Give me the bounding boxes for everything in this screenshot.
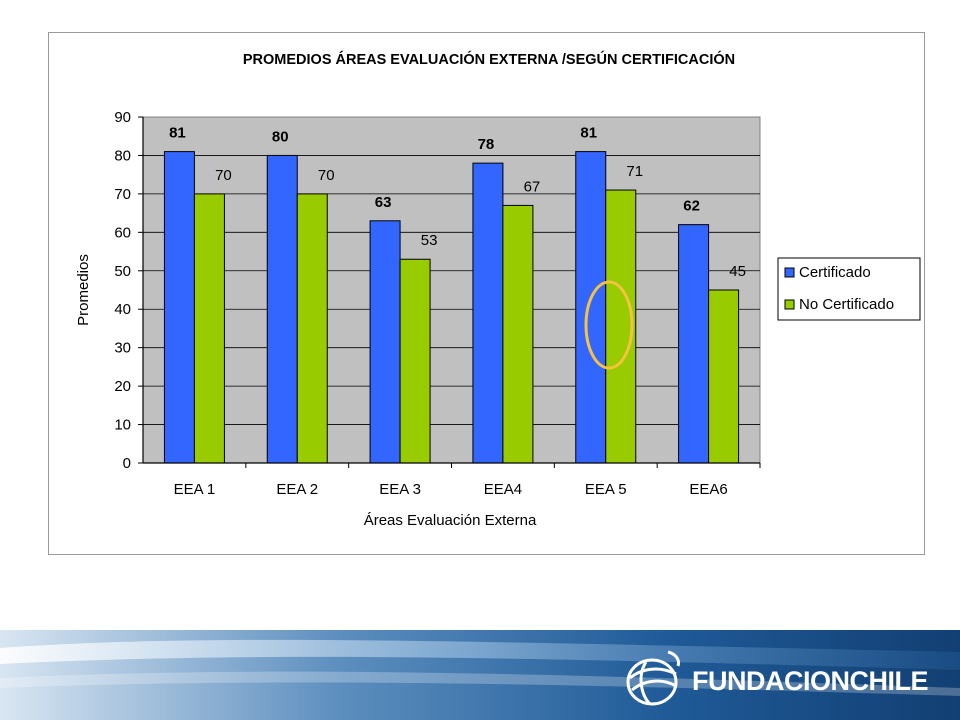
x-tick-label: EEA 3	[379, 481, 421, 498]
data-label-certificado: 62	[683, 198, 700, 215]
data-label-no-certificado: 45	[729, 263, 746, 280]
bar-certificado	[472, 162, 504, 464]
x-axis-label: Áreas Evaluación Externa	[364, 512, 537, 529]
globe-icon	[626, 650, 680, 706]
data-label-no-certificado: 67	[524, 178, 541, 195]
y-tick-label: 20	[114, 378, 131, 395]
y-tick-label: 30	[114, 340, 131, 357]
data-label-certificado: 63	[375, 194, 392, 211]
chart-title: PROMEDIOS ÁREAS EVALUACIÓN EXTERNA /SEGÚ…	[243, 50, 735, 68]
bar-no-certificado	[296, 193, 328, 464]
data-label-certificado: 78	[478, 136, 495, 153]
x-tick-label: EEA 5	[585, 481, 627, 498]
logo-text: FUNDACIONCHILE	[692, 666, 929, 696]
y-tick-label: 60	[114, 224, 131, 241]
highlight-ellipse	[584, 280, 634, 370]
y-tick-label: 70	[114, 186, 131, 203]
x-tick-label: EEA 2	[276, 481, 318, 498]
fundacionchile-logo: FUNDACIONCHILE	[620, 650, 929, 710]
legend: Certificado No Certificado	[777, 257, 921, 321]
bar-certificado	[369, 220, 401, 464]
bar-no-certificado	[502, 204, 534, 464]
y-tick-label: 10	[114, 417, 131, 434]
data-label-no-certificado: 70	[215, 167, 232, 184]
legend-swatch-no-certificado	[784, 299, 795, 310]
legend-label-certificado: Certificado	[799, 264, 871, 281]
footer-band	[0, 630, 960, 720]
legend-box	[777, 257, 921, 321]
plot-area	[142, 116, 761, 464]
bar-certificado	[163, 151, 195, 464]
bar-no-certificado	[708, 289, 740, 464]
x-tick-label: EEA 1	[174, 481, 216, 498]
data-label-certificado: 81	[169, 125, 186, 142]
grid-layer	[143, 155, 760, 425]
bar-certificado	[678, 224, 710, 464]
y-tick-label: 80	[114, 147, 131, 164]
bar-certificado	[575, 151, 607, 464]
data-label-no-certificado: 70	[318, 167, 335, 184]
data-label-no-certificado: 71	[626, 163, 643, 180]
x-tick-label: EEA4	[484, 481, 522, 498]
data-label-certificado: 80	[272, 128, 289, 145]
y-tick-label: 40	[114, 301, 131, 318]
bar-no-certificado	[193, 193, 225, 464]
x-tick-label: EEA6	[689, 481, 727, 498]
bar-no-certificado	[399, 258, 431, 464]
data-label-no-certificado: 53	[421, 232, 438, 249]
y-tick-label: 0	[123, 455, 131, 472]
data-label-certificado: 81	[580, 125, 597, 142]
bar-certificado	[266, 154, 298, 464]
legend-swatch-certificado	[784, 267, 795, 278]
bars-layer	[163, 151, 740, 464]
labels-layer: 81 70 80 70 63 53 78 67 81 71 62 45	[169, 125, 746, 280]
y-tick-label: 90	[114, 109, 131, 126]
y-axis-label: Promedios	[75, 254, 92, 326]
x-ticks: EEA 1 EEA 2 EEA 3 EEA4 EEA 5 EEA6	[174, 463, 761, 498]
legend-label-no-certificado: No Certificado	[799, 296, 894, 313]
y-tick-label: 50	[114, 263, 131, 280]
chart-svg: PROMEDIOS ÁREAS EVALUACIÓN EXTERNA /SEGÚ…	[75, 50, 921, 529]
chart-frame: PROMEDIOS ÁREAS EVALUACIÓN EXTERNA /SEGÚ…	[48, 32, 925, 555]
